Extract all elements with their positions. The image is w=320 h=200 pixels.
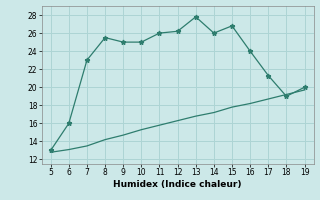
X-axis label: Humidex (Indice chaleur): Humidex (Indice chaleur): [113, 180, 242, 189]
